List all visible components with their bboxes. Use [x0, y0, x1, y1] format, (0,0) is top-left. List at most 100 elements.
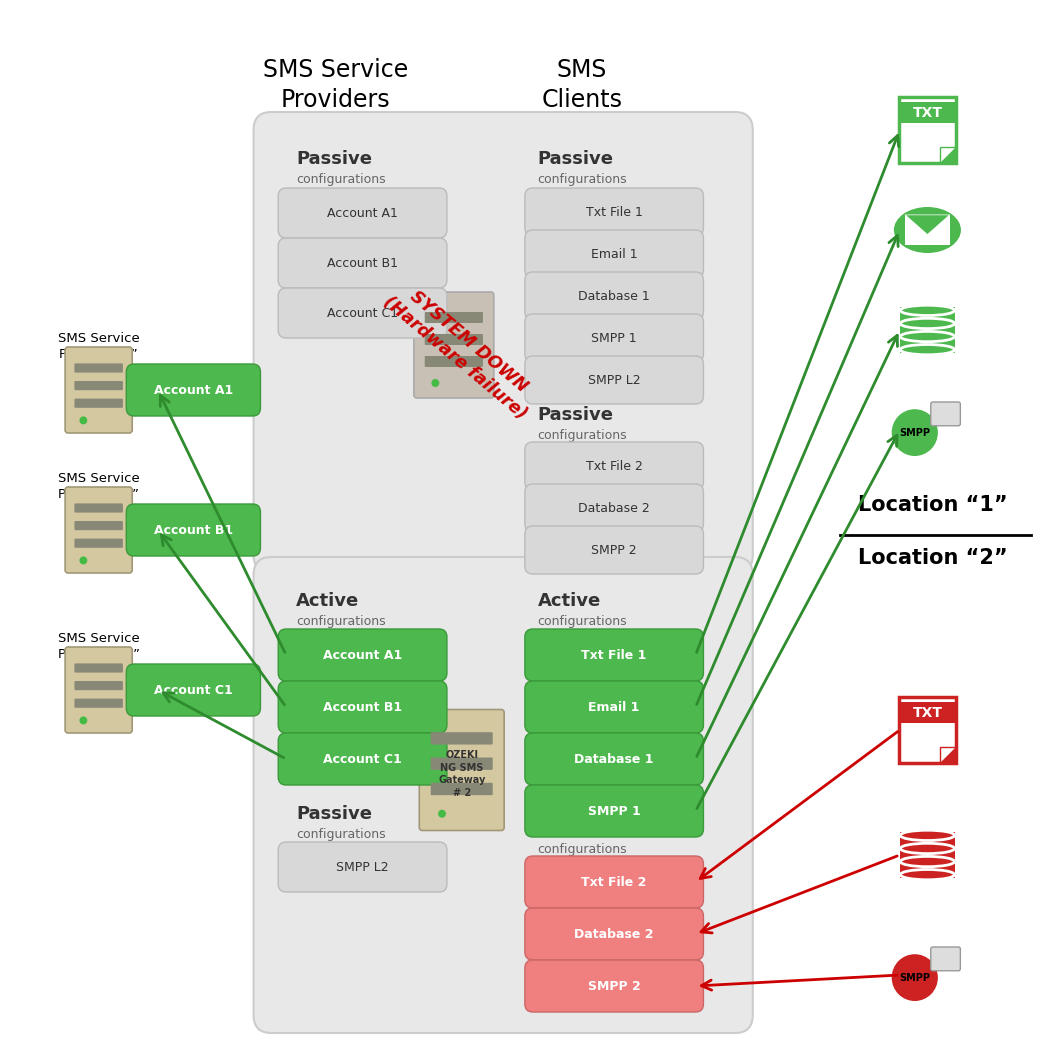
- Text: configurations: configurations: [538, 430, 627, 442]
- FancyBboxPatch shape: [419, 709, 504, 831]
- Text: Txt File 1: Txt File 1: [581, 649, 647, 661]
- FancyBboxPatch shape: [525, 272, 703, 320]
- FancyBboxPatch shape: [74, 699, 123, 708]
- FancyBboxPatch shape: [424, 312, 483, 323]
- Circle shape: [79, 717, 88, 725]
- Text: Txt File 2: Txt File 2: [586, 460, 643, 472]
- FancyBboxPatch shape: [65, 487, 133, 573]
- FancyBboxPatch shape: [74, 503, 123, 513]
- FancyBboxPatch shape: [525, 733, 703, 785]
- FancyBboxPatch shape: [431, 757, 492, 770]
- Circle shape: [891, 955, 937, 1002]
- Text: Active: Active: [296, 592, 359, 610]
- Text: TXT: TXT: [912, 706, 943, 720]
- Text: Account A1: Account A1: [327, 207, 398, 219]
- Text: Database 2: Database 2: [575, 928, 654, 940]
- Text: SMS Service
Provider “B”: SMS Service Provider “B”: [57, 472, 140, 501]
- FancyBboxPatch shape: [899, 697, 956, 763]
- FancyBboxPatch shape: [931, 402, 960, 425]
- FancyBboxPatch shape: [901, 307, 954, 354]
- Text: SMS
Clients: SMS Clients: [541, 58, 623, 111]
- Text: OZEKI
NG SMS
Gateway
# 2: OZEKI NG SMS Gateway # 2: [438, 751, 486, 798]
- Text: Account B1: Account B1: [327, 257, 398, 269]
- FancyBboxPatch shape: [126, 664, 260, 716]
- Text: Database 2: Database 2: [578, 501, 650, 515]
- FancyBboxPatch shape: [431, 732, 492, 745]
- Text: Active: Active: [538, 592, 601, 610]
- Text: SMPP 1: SMPP 1: [587, 805, 641, 817]
- Text: SMPP L2: SMPP L2: [588, 373, 641, 387]
- FancyBboxPatch shape: [254, 557, 752, 1033]
- Text: Passive: Passive: [296, 805, 372, 823]
- FancyBboxPatch shape: [525, 314, 703, 362]
- Text: configurations: configurations: [538, 615, 627, 628]
- FancyBboxPatch shape: [278, 288, 447, 338]
- FancyBboxPatch shape: [525, 484, 703, 532]
- FancyBboxPatch shape: [525, 526, 703, 574]
- Polygon shape: [905, 215, 950, 235]
- Text: Location “1”: Location “1”: [858, 495, 1008, 515]
- Text: Txt File 2: Txt File 2: [581, 876, 647, 888]
- Text: configurations: configurations: [296, 615, 386, 628]
- FancyBboxPatch shape: [525, 230, 703, 278]
- FancyBboxPatch shape: [278, 842, 447, 892]
- Text: SMPP L2: SMPP L2: [336, 860, 389, 874]
- FancyBboxPatch shape: [899, 702, 956, 724]
- Ellipse shape: [901, 344, 954, 355]
- Text: SMS Service
Providers: SMS Service Providers: [263, 58, 408, 111]
- Text: configurations: configurations: [538, 173, 627, 186]
- Text: SMPP 2: SMPP 2: [591, 544, 637, 556]
- FancyBboxPatch shape: [65, 647, 133, 733]
- Polygon shape: [940, 147, 956, 163]
- Text: Passive: Passive: [538, 150, 613, 168]
- FancyBboxPatch shape: [74, 381, 123, 390]
- FancyBboxPatch shape: [74, 539, 123, 548]
- Ellipse shape: [901, 843, 954, 854]
- Ellipse shape: [892, 205, 962, 255]
- Text: Account C1: Account C1: [323, 753, 402, 765]
- Text: Location “2”: Location “2”: [858, 548, 1008, 568]
- Text: SYSTEM DOWN
(Hardware failure): SYSTEM DOWN (Hardware failure): [379, 277, 543, 423]
- FancyBboxPatch shape: [525, 629, 703, 681]
- Text: SMPP: SMPP: [900, 972, 930, 983]
- FancyBboxPatch shape: [126, 504, 260, 556]
- FancyBboxPatch shape: [424, 334, 483, 345]
- Text: Database 1: Database 1: [575, 753, 654, 765]
- Text: configurations: configurations: [538, 843, 627, 856]
- Text: Account C1: Account C1: [154, 683, 233, 697]
- FancyBboxPatch shape: [424, 356, 483, 367]
- Text: SMPP 2: SMPP 2: [587, 980, 641, 992]
- Text: Passive: Passive: [538, 406, 613, 424]
- Text: SMS Service
Provider “C”: SMS Service Provider “C”: [57, 632, 140, 661]
- Text: Account B1: Account B1: [154, 523, 233, 537]
- Text: Account B1: Account B1: [323, 701, 402, 713]
- Circle shape: [79, 556, 88, 565]
- Ellipse shape: [901, 305, 954, 315]
- FancyBboxPatch shape: [254, 112, 752, 573]
- Text: Account A1: Account A1: [323, 649, 402, 661]
- FancyBboxPatch shape: [525, 356, 703, 404]
- Text: Passive: Passive: [296, 150, 372, 168]
- FancyBboxPatch shape: [65, 347, 133, 433]
- Text: Email 1: Email 1: [588, 701, 640, 713]
- Text: Txt File 1: Txt File 1: [586, 206, 643, 218]
- Ellipse shape: [901, 332, 954, 342]
- Ellipse shape: [901, 830, 954, 840]
- Ellipse shape: [901, 318, 954, 329]
- Text: Active: Active: [538, 820, 601, 838]
- Ellipse shape: [901, 869, 954, 880]
- Ellipse shape: [901, 856, 954, 866]
- FancyBboxPatch shape: [74, 521, 123, 530]
- FancyBboxPatch shape: [278, 681, 447, 733]
- Text: SMPP: SMPP: [900, 427, 930, 438]
- Text: Email 1: Email 1: [590, 248, 637, 260]
- Circle shape: [432, 379, 439, 387]
- Polygon shape: [940, 747, 956, 763]
- FancyBboxPatch shape: [74, 363, 123, 372]
- FancyBboxPatch shape: [525, 681, 703, 733]
- FancyBboxPatch shape: [278, 188, 447, 238]
- Text: configurations: configurations: [296, 828, 386, 841]
- FancyBboxPatch shape: [899, 97, 956, 163]
- FancyBboxPatch shape: [931, 947, 960, 970]
- Text: SMS Service
Provider “A”: SMS Service Provider “A”: [57, 332, 140, 361]
